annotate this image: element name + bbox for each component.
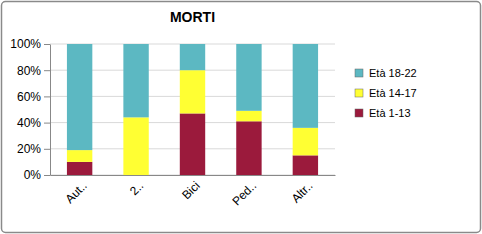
y-axis-line [50, 45, 51, 176]
legend: Età 18-22 Età 14-17 Età 1-13 [355, 67, 417, 119]
tick-mark [44, 70, 50, 71]
tick-label: 20% [17, 142, 41, 156]
tick-label: 60% [17, 90, 41, 104]
bar-segment [236, 121, 261, 175]
x-axis-line [51, 175, 336, 176]
tick-label: Ped.. [229, 179, 259, 209]
tick-label: 0% [24, 168, 42, 182]
tick: 40% [17, 116, 50, 130]
bar-segment [293, 128, 318, 156]
frame [2, 2, 481, 233]
tick: Aut.. [62, 175, 89, 206]
bar-segment [123, 117, 148, 175]
tick-label: Altr.. [289, 179, 316, 206]
tick: Bici [179, 175, 203, 202]
tick: 100% [10, 37, 50, 51]
legend-label: Età 1-13 [369, 107, 411, 119]
bar-segment [180, 70, 205, 113]
bar-segment [236, 44, 261, 111]
tick-label: 40% [17, 116, 41, 130]
legend-swatch [355, 69, 363, 77]
legend-item: Età 14-17 [355, 87, 417, 99]
bar-segment [67, 162, 92, 175]
legend-label: Età 14-17 [369, 87, 417, 99]
legend-swatch [355, 109, 363, 117]
tick: 80% [17, 64, 50, 78]
tick: Ped.. [229, 175, 259, 208]
bar-segment [67, 150, 92, 162]
tick: 2.. [127, 175, 146, 198]
tick-mark [44, 96, 50, 97]
chart: MORTI 0% 20% 40% 60% 80% 100% Aut.. 2.. Bici Ped..… [0, 0, 482, 234]
tick-label: Bici [179, 179, 203, 203]
tick-mark [44, 44, 50, 45]
plot: 0% 20% 40% 60% 80% 100% Aut.. 2.. Bici Ped.. Altr.… [10, 37, 335, 208]
bar-segment [293, 155, 318, 175]
tick-label: Aut.. [62, 179, 89, 206]
x-axis: Aut.. 2.. Bici Ped.. Altr.. [51, 175, 336, 208]
tick-label: 2.. [127, 179, 146, 198]
tick-mark [44, 149, 50, 150]
bars [67, 44, 318, 175]
bar-segment [180, 113, 205, 175]
tick: 60% [17, 90, 50, 104]
tick-label: 80% [17, 64, 41, 78]
legend-item: Età 18-22 [355, 67, 417, 79]
bar-segment [67, 44, 92, 150]
y-axis: 0% 20% 40% 60% 80% 100% [10, 37, 50, 182]
tick-mark [44, 175, 50, 176]
legend-item: Età 1-13 [355, 107, 411, 119]
title: MORTI [170, 9, 215, 25]
bar-segment [180, 44, 205, 70]
legend-label: Età 18-22 [369, 67, 417, 79]
tick: Altr.. [289, 175, 316, 206]
tick-mark [44, 123, 50, 124]
tick-label: 100% [10, 37, 41, 51]
tick: 20% [17, 142, 50, 156]
tick: 0% [24, 168, 50, 182]
bar-segment [236, 111, 261, 121]
legend-swatch [355, 89, 363, 97]
bar-segment [293, 44, 318, 128]
bar-segment [123, 44, 148, 117]
